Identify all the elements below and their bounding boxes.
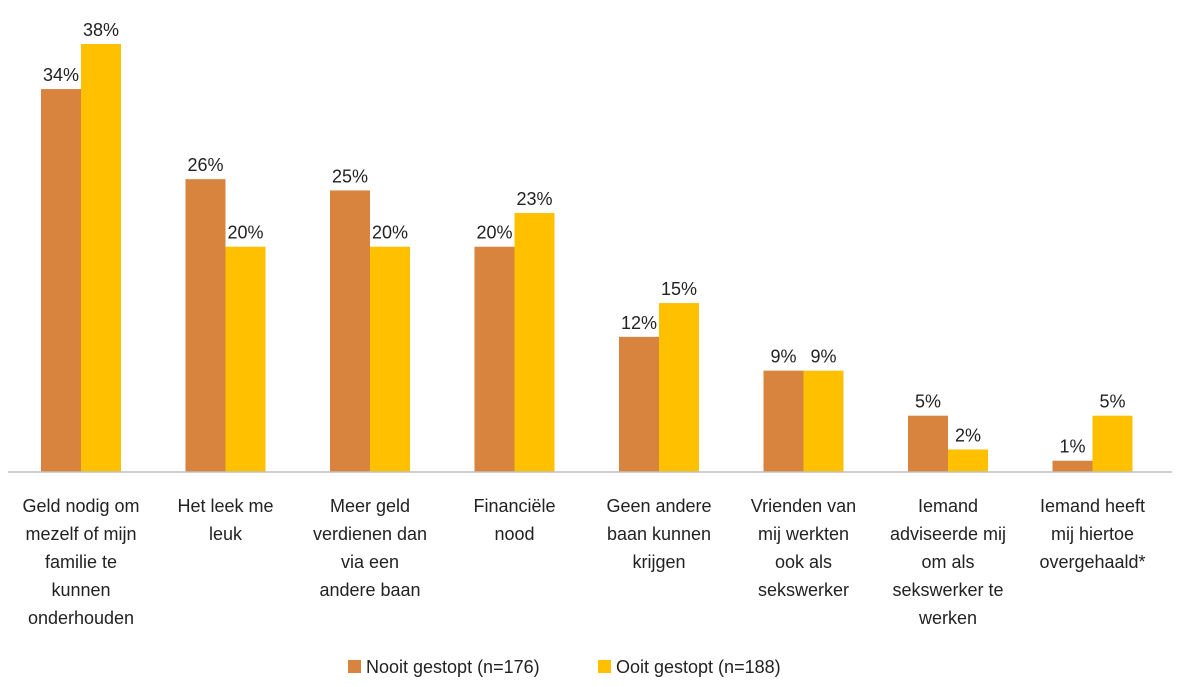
bar-ooit-5 — [659, 303, 699, 472]
data-label-nooit-3: 25% — [332, 166, 368, 186]
bar-nooit-1 — [41, 89, 81, 472]
data-label-ooit-2: 20% — [227, 223, 263, 243]
bar-ooit-6 — [803, 370, 844, 472]
legend: Nooit gestopt (n=176) Ooit gestopt (n=188… — [348, 657, 781, 677]
data-label-ooit-4: 23% — [516, 189, 552, 209]
data-label-ooit-5: 15% — [661, 279, 697, 299]
bars-group — [41, 44, 1133, 472]
bar-nooit-7 — [908, 415, 948, 472]
category-labels-group: Geld nodig om mezelf of mijn familie te kun… — [22, 496, 1145, 628]
data-label-ooit-3: 20% — [372, 223, 408, 243]
bar-nooit-8 — [1052, 460, 1093, 472]
value-labels-group: 34%38%26%20%25%20% 20%23%12%15%9% 9%5%2%1%… — [43, 20, 1126, 457]
legend-label-nooit: Nooit gestopt (n=176) — [366, 657, 540, 677]
data-label-nooit-2: 26% — [187, 155, 223, 175]
bar-ooit-1 — [81, 44, 121, 472]
data-label-nooit-7: 5% — [915, 392, 941, 412]
category-label-6: Vrienden van mij werkten ook als sekswerker — [751, 496, 856, 600]
category-label-3: Meer geld verdienen dan via een andere baan — [313, 496, 427, 600]
bar-ooit-8 — [1092, 415, 1133, 472]
data-label-nooit-1: 34% — [43, 65, 79, 85]
category-label-7: Iemand adviseerde mij om als sekswerker te w… — [890, 496, 1006, 628]
bar-nooit-3 — [330, 190, 370, 472]
category-label-1: Geld nodig om mezelf of mijn familie te kun… — [22, 496, 139, 628]
bar-nooit-6 — [763, 370, 804, 472]
data-label-nooit-5: 12% — [621, 313, 657, 333]
legend-label-ooit: Ooit gestopt (n=188) — [616, 657, 781, 677]
bar-ooit-7 — [948, 449, 988, 472]
legend-swatch-ooit — [598, 660, 611, 673]
bar-nooit-5 — [619, 336, 659, 472]
data-label-nooit-6: 9% — [770, 347, 796, 367]
category-label-4: Financiële nood — [473, 496, 555, 544]
data-label-nooit-8: 1% — [1059, 437, 1085, 457]
data-label-ooit-1: 38% — [83, 20, 119, 40]
bar-nooit-4 — [474, 246, 515, 472]
bar-ooit-4 — [514, 212, 555, 472]
category-label-5: Geen andere baan kunnen krijgen — [606, 496, 711, 572]
bar-ooit-3 — [370, 246, 410, 472]
data-label-ooit-8: 5% — [1099, 392, 1125, 412]
bar-nooit-2 — [185, 179, 226, 472]
data-label-ooit-6: 9% — [810, 347, 836, 367]
legend-swatch-nooit — [348, 660, 361, 673]
data-label-ooit-7: 2% — [955, 425, 981, 445]
category-label-8: Iemand heeft mij hiertoe overgehaald* — [1039, 496, 1145, 572]
data-label-nooit-4: 20% — [476, 223, 512, 243]
bar-ooit-2 — [225, 246, 266, 472]
category-label-2: Het leek me leuk — [177, 496, 273, 544]
